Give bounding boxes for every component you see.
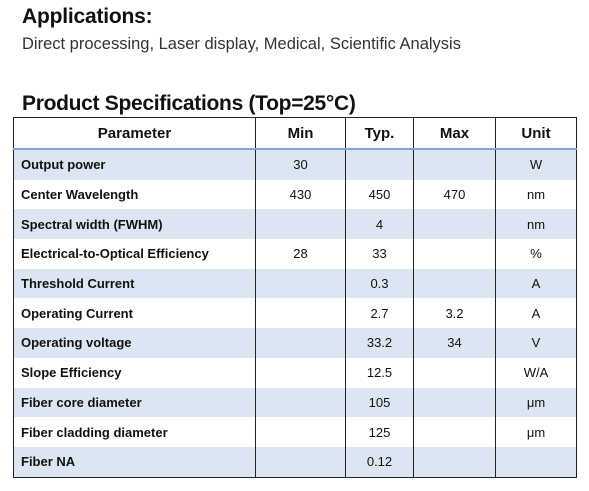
cell-typ: 450	[345, 179, 414, 210]
cell-max: 470	[413, 179, 496, 210]
cell-max: 3.2	[413, 298, 496, 329]
specifications-heading: Product Specifications (Top=25°C)	[22, 92, 356, 115]
cell-parameter: Fiber core diameter	[13, 387, 256, 418]
cell-max	[413, 209, 496, 240]
cell-parameter: Center Wavelength	[13, 179, 256, 210]
cell-typ: 2.7	[345, 298, 414, 329]
cell-min	[255, 209, 346, 240]
cell-parameter: Spectral width (FWHM)	[13, 209, 256, 240]
column-header-parameter: Parameter	[13, 117, 256, 150]
cell-parameter: Slope Efficiency	[13, 357, 256, 388]
cell-unit: μm	[495, 387, 577, 418]
cell-typ: 33.2	[345, 328, 414, 358]
cell-min	[255, 268, 346, 299]
table-row: Output power 30 W	[13, 149, 577, 180]
column-header-min: Min	[255, 117, 346, 150]
cell-unit: W/A	[495, 357, 577, 388]
cell-typ: 105	[345, 387, 414, 418]
table-row: Fiber core diameter 105 μm	[13, 387, 577, 418]
cell-max	[413, 268, 496, 299]
cell-max	[413, 417, 496, 447]
cell-min: 30	[255, 149, 346, 180]
table-row: Center Wavelength 430 450 470 nm	[13, 179, 577, 210]
table-row: Slope Efficiency 12.5 W/A	[13, 357, 577, 388]
cell-unit: W	[495, 149, 577, 180]
column-header-max: Max	[413, 117, 496, 150]
cell-unit: nm	[495, 209, 577, 240]
cell-max	[413, 387, 496, 418]
cell-parameter: Output power	[13, 149, 256, 180]
table-row: Operating Current 2.7 3.2 A	[13, 298, 577, 329]
specifications-table: Parameter Min Typ. Max Unit Output power…	[13, 117, 577, 478]
cell-min	[255, 417, 346, 447]
column-header-unit: Unit	[495, 117, 577, 150]
cell-unit: V	[495, 328, 577, 358]
cell-typ: 125	[345, 417, 414, 447]
cell-unit: %	[495, 239, 577, 269]
cell-max	[413, 239, 496, 269]
table-row: Fiber NA 0.12	[13, 446, 577, 478]
cell-unit: nm	[495, 179, 577, 210]
cell-max: 34	[413, 328, 496, 358]
cell-typ: 4	[345, 209, 414, 240]
cell-typ: 12.5	[345, 357, 414, 388]
cell-parameter: Threshold Current	[13, 268, 256, 299]
cell-max	[413, 357, 496, 388]
column-header-typ: Typ.	[345, 117, 414, 150]
cell-typ: 0.3	[345, 268, 414, 299]
cell-parameter: Electrical-to-Optical Efficiency	[13, 239, 256, 269]
cell-typ	[345, 149, 414, 180]
cell-min	[255, 357, 346, 388]
cell-parameter: Operating voltage	[13, 328, 256, 358]
cell-min: 28	[255, 239, 346, 269]
table-row: Spectral width (FWHM) 4 nm	[13, 209, 577, 240]
cell-min	[255, 298, 346, 329]
cell-typ: 0.12	[345, 446, 414, 478]
applications-list: Direct processing, Laser display, Medica…	[22, 35, 461, 53]
cell-max	[413, 446, 496, 478]
cell-parameter: Operating Current	[13, 298, 256, 329]
cell-unit: A	[495, 298, 577, 329]
table-row: Threshold Current 0.3 A	[13, 268, 577, 299]
cell-parameter: Fiber NA	[13, 446, 256, 478]
cell-parameter: Fiber cladding diameter	[13, 417, 256, 447]
cell-typ: 33	[345, 239, 414, 269]
cell-min	[255, 446, 346, 478]
cell-unit: A	[495, 268, 577, 299]
cell-min: 430	[255, 179, 346, 210]
applications-heading: Applications:	[22, 5, 153, 28]
table-row: Electrical-to-Optical Efficiency 28 33 %	[13, 239, 577, 269]
cell-max	[413, 149, 496, 180]
table-row: Operating voltage 33.2 34 V	[13, 328, 577, 358]
table-header-row: Parameter Min Typ. Max Unit	[13, 117, 577, 150]
cell-min	[255, 387, 346, 418]
table-row: Fiber cladding diameter 125 μm	[13, 417, 577, 447]
cell-unit	[495, 446, 577, 478]
cell-unit: μm	[495, 417, 577, 447]
cell-min	[255, 328, 346, 358]
